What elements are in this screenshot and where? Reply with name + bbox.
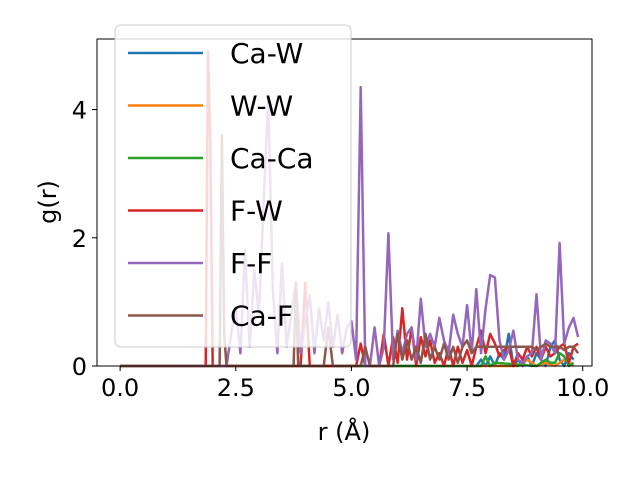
legend-items: Ca-W W-W Ca-Ca F-W F-F Ca-F (128, 37, 314, 333)
y-tick-label: 0 (72, 353, 87, 381)
x-axis-title: r (Å) (318, 417, 371, 446)
legend-label: W-W (230, 90, 293, 123)
legend-label: F-W (230, 195, 283, 228)
legend-label: Ca-Ca (230, 142, 314, 175)
legend: Ca-W W-W Ca-Ca F-W F-F Ca-F (114, 24, 352, 348)
x-tick-label: 0.0 (101, 374, 139, 402)
legend-label: Ca-F (230, 300, 293, 333)
x-tick-label: 7.5 (448, 374, 486, 402)
legend-label: F-F (230, 247, 272, 280)
legend-label: Ca-W (230, 37, 303, 70)
y-tick-label: 2 (72, 225, 87, 253)
y-axis-ticks: 0 2 4 (72, 97, 97, 381)
x-tick-label: 10.0 (556, 374, 609, 402)
x-axis-ticks: 0.0 2.5 5.0 7.5 10.0 (101, 366, 609, 402)
x-tick-label: 5.0 (332, 374, 370, 402)
y-axis-title: g(r) (34, 180, 62, 224)
x-tick-label: 2.5 (217, 374, 255, 402)
series-line-2 (120, 351, 575, 368)
y-tick-label: 4 (72, 97, 87, 125)
